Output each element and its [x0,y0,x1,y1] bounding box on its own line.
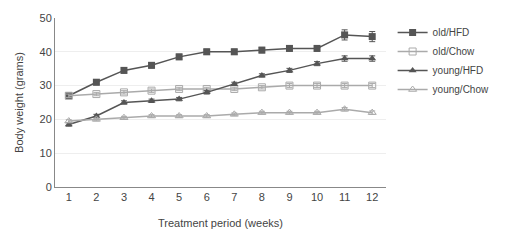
svg-text:old/Chow: old/Chow [433,46,475,57]
svg-text:3: 3 [121,191,127,203]
svg-text:5: 5 [176,191,182,203]
svg-text:7: 7 [231,191,237,203]
svg-text:6: 6 [204,191,210,203]
svg-text:young/HFD: young/HFD [433,65,484,76]
svg-text:young/Chow: young/Chow [433,84,489,95]
svg-text:0: 0 [46,181,52,193]
svg-text:Body weight (grams): Body weight (grams) [13,52,25,153]
svg-text:8: 8 [259,191,265,203]
svg-text:40: 40 [40,46,52,58]
svg-text:20: 20 [40,113,52,125]
svg-text:4: 4 [148,191,154,203]
svg-text:2: 2 [93,191,99,203]
svg-text:old/HFD: old/HFD [433,27,470,38]
svg-text:50: 50 [40,12,52,24]
svg-text:Treatment period (weeks): Treatment period (weeks) [158,217,283,229]
svg-text:12: 12 [366,191,378,203]
svg-text:9: 9 [286,191,292,203]
svg-text:10: 10 [40,147,52,159]
svg-text:10: 10 [311,191,323,203]
svg-text:1: 1 [66,191,72,203]
svg-text:30: 30 [40,79,52,91]
svg-text:11: 11 [339,191,350,203]
